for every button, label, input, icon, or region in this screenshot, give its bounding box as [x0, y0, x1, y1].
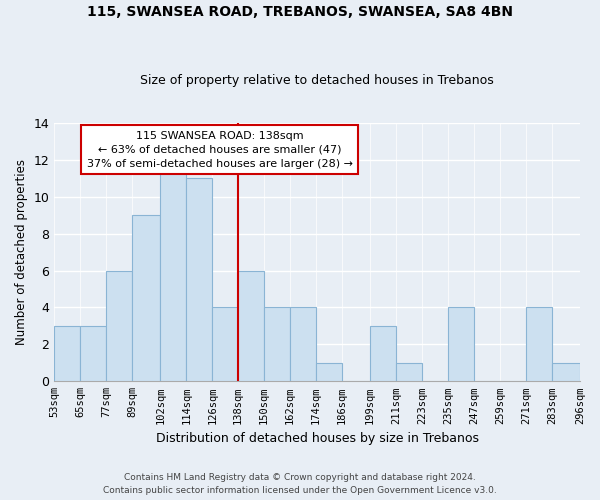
- Bar: [106, 270, 132, 382]
- Text: 115 SWANSEA ROAD: 138sqm
← 63% of detached houses are smaller (47)
37% of semi-d: 115 SWANSEA ROAD: 138sqm ← 63% of detach…: [87, 130, 353, 168]
- Bar: [264, 308, 290, 382]
- Bar: [186, 178, 212, 382]
- Text: 115, SWANSEA ROAD, TREBANOS, SWANSEA, SA8 4BN: 115, SWANSEA ROAD, TREBANOS, SWANSEA, SA…: [87, 5, 513, 19]
- Bar: [212, 308, 238, 382]
- Bar: [290, 308, 316, 382]
- Bar: [316, 363, 342, 382]
- Bar: [396, 363, 422, 382]
- Bar: [448, 308, 474, 382]
- Text: Contains HM Land Registry data © Crown copyright and database right 2024.
Contai: Contains HM Land Registry data © Crown c…: [103, 474, 497, 495]
- Bar: [552, 363, 580, 382]
- Bar: [54, 326, 80, 382]
- Y-axis label: Number of detached properties: Number of detached properties: [15, 159, 28, 345]
- Bar: [80, 326, 106, 382]
- Bar: [370, 326, 396, 382]
- Title: Size of property relative to detached houses in Trebanos: Size of property relative to detached ho…: [140, 74, 494, 87]
- Bar: [160, 160, 186, 382]
- X-axis label: Distribution of detached houses by size in Trebanos: Distribution of detached houses by size …: [155, 432, 479, 445]
- Bar: [132, 215, 160, 382]
- Bar: [526, 308, 552, 382]
- Bar: [238, 270, 264, 382]
